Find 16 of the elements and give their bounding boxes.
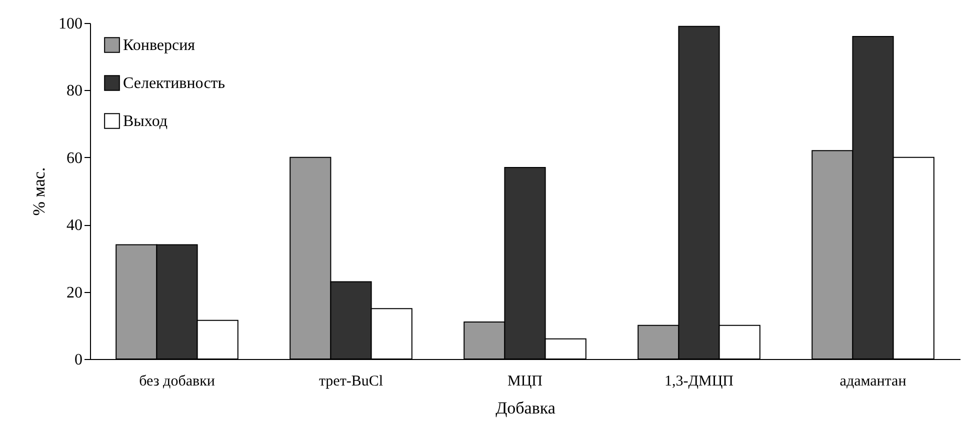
y-tick-label: 80 — [66, 82, 82, 100]
x-tick-label: МЦП — [507, 374, 543, 390]
y-tick-label: 40 — [66, 217, 82, 234]
legend-label: Конверсия — [123, 37, 196, 54]
y-tick-label: 100 — [58, 16, 82, 32]
x-tick-label: 1,3-ДМЦП — [664, 374, 734, 390]
y-tick-label: 0 — [74, 352, 82, 368]
legend-label: Селективность — [123, 75, 226, 92]
x-axis-title: Добавка — [496, 398, 556, 418]
x-tick-label: без добавки — [139, 374, 215, 390]
y-tick-label: 20 — [66, 284, 82, 302]
x-tick-label: трет-BuCl — [318, 374, 384, 390]
y-axis-title: % мас. — [30, 167, 48, 216]
legend-label: Выход — [123, 113, 168, 130]
y-tick-label: 60 — [66, 150, 82, 167]
x-tick-label: адамантан — [840, 374, 906, 390]
